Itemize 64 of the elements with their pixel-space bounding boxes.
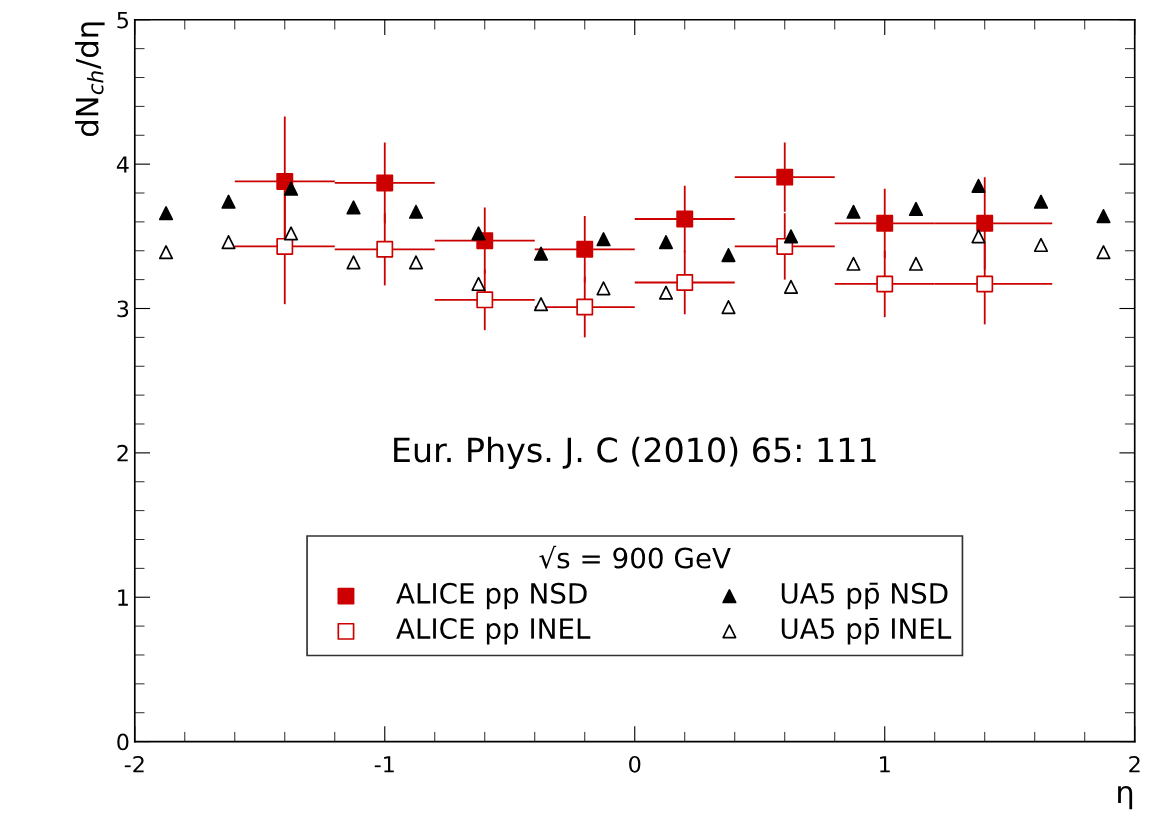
point (158, 206, 174, 221)
point (846, 204, 861, 219)
point (476, 291, 494, 309)
point (658, 235, 674, 250)
point (976, 275, 994, 293)
x-tick-label: 2 (1129, 755, 1140, 773)
point (776, 168, 794, 186)
point (221, 235, 236, 250)
x-axis-title: η (1118, 785, 1133, 810)
point (408, 255, 424, 270)
y-tick-label: 3 (117, 300, 129, 318)
x-tick-label: 0 (629, 755, 641, 773)
x-tick-label: -1 (374, 756, 394, 773)
point (376, 174, 394, 192)
point (346, 200, 361, 215)
x-tick-label: 1 (880, 756, 890, 773)
legend-label: UA5 pp̄ INEL (781, 617, 952, 645)
point (471, 276, 486, 292)
point (783, 279, 799, 294)
point (1096, 209, 1111, 224)
point (408, 204, 424, 219)
point (1033, 194, 1049, 209)
point (1096, 245, 1111, 260)
point (596, 281, 611, 296)
y-tick-label: 0 (117, 733, 129, 751)
x-tick-label: -2 (124, 755, 144, 773)
legend-label: ALICE pp NSD (396, 582, 587, 610)
point (283, 181, 299, 196)
point (283, 226, 299, 241)
point (846, 256, 861, 271)
point (676, 274, 694, 291)
y-tick-label: 1 (118, 589, 128, 606)
point (721, 299, 736, 315)
point (1033, 237, 1049, 253)
point (576, 298, 594, 316)
legend-title: √s = 900 GeV (539, 545, 731, 569)
legend-label: ALICE pp INEL (396, 618, 591, 645)
point (908, 201, 924, 216)
point (376, 240, 394, 258)
point (158, 245, 174, 260)
point (971, 229, 986, 244)
point (908, 256, 924, 271)
point (876, 275, 894, 293)
annotation: Eur. Phys. J. C (2010) 65: 111 (394, 436, 876, 469)
point (221, 194, 236, 209)
y-tick-label: 5 (117, 12, 128, 29)
point (471, 226, 486, 241)
point (658, 285, 674, 300)
point (876, 214, 894, 232)
point (976, 214, 994, 232)
y-axis-title: dN$_{ch}$/dη (75, 22, 105, 137)
point (971, 178, 986, 193)
y-tick-label: 4 (116, 156, 129, 173)
point (676, 210, 694, 228)
point (783, 229, 799, 244)
y-tick-label: 2 (117, 444, 128, 462)
point (596, 232, 611, 247)
point (346, 255, 361, 270)
point (533, 246, 549, 261)
point (533, 297, 549, 312)
point (721, 248, 736, 263)
point (576, 240, 594, 258)
legend-label: UA5 pp̄ NSD (781, 582, 948, 610)
point (276, 237, 294, 255)
